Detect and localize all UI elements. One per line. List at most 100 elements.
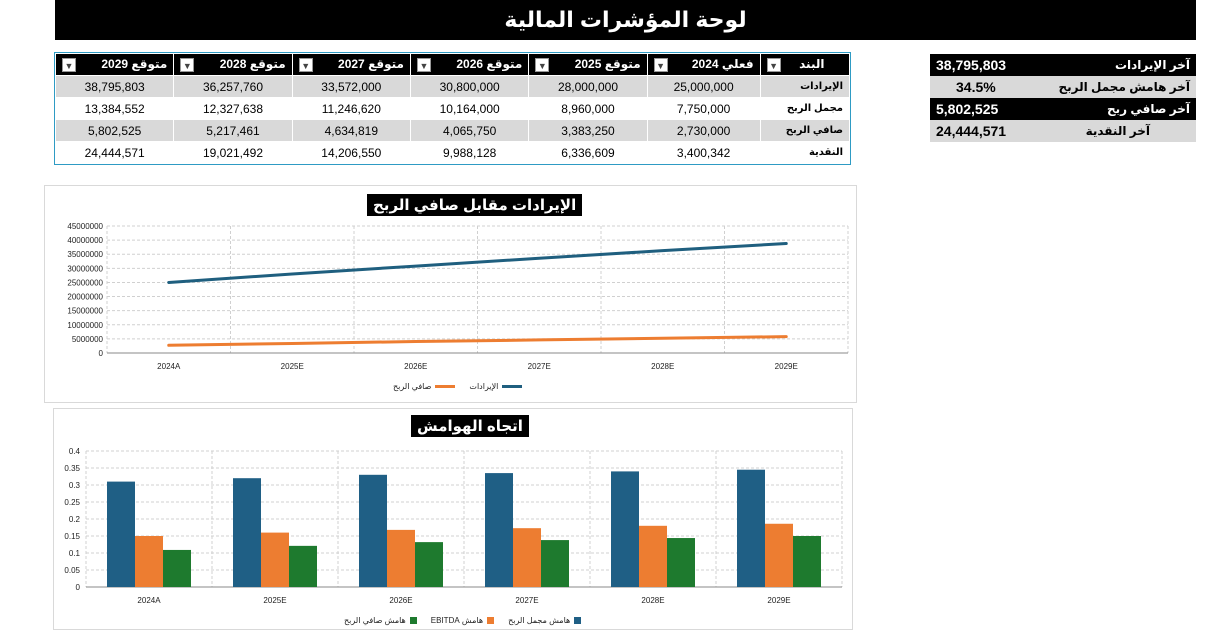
col-header[interactable]: ▼ البند [759,53,851,76]
kpi-value: 34.5% [956,79,996,95]
legend-item: هامش صافي الربح [344,616,417,625]
kpi-panel: 38,795,803 آخر الإيرادات 34.5% آخر هامش … [930,54,1196,142]
kpi-label: آخر الإيرادات [1114,58,1190,72]
y-tick-label: 0 [76,583,81,592]
col-header[interactable]: ▼ متوقع 2026 [409,53,530,76]
chart-legend: هامش مجمل الربح هامش EBITDA هامش صافي ال… [344,616,582,625]
chart-title: الإيرادات مقابل صافي الربح [367,194,583,216]
net-profit-line [167,335,788,347]
col-header[interactable]: ▼ فعلي 2024 [646,53,761,76]
table-row: 13,384,552 12,327,638 11,246,620 10,164,… [54,97,851,120]
x-tick-label: 2028E [641,596,664,605]
y-tick-label: 15000000 [67,307,103,316]
legend-label: هامش مجمل الربح [508,616,571,625]
table-cell: 13,384,552 [54,97,175,120]
table-cell: 8,960,000 [528,97,648,120]
legend-swatch [574,617,582,624]
legend-label: هامش صافي الربح [344,616,406,625]
filter-dropdown-icon[interactable]: ▼ [766,58,781,72]
bar-ebitda-margin [135,536,163,587]
table-cell: 19,021,492 [173,141,293,164]
legend-swatch [487,617,495,624]
revenue-line [167,242,788,284]
row-label: النقدية [759,141,851,164]
kpi-value: 5,802,525 [936,101,999,117]
kpi-label: آخر النقدية [1085,124,1150,138]
x-tick-label: 2025E [263,596,286,605]
filter-dropdown-icon[interactable]: ▼ [62,58,76,72]
y-tick-label: 45000000 [67,222,103,231]
table-cell: 5,217,461 [173,119,293,142]
y-tick-label: 0.2 [69,515,81,524]
y-tick-label: 0.4 [69,447,81,456]
x-tick-label: 2027E [515,596,538,605]
bar-chart-canvas: 0 0.05 0.1 0.15 0.2 0.25 0.3 0.35 0.4 2024A 2025E 2… [64,447,843,605]
y-tick-label: 35000000 [67,250,103,259]
line-chart-canvas: 0 5000000 10000000 15000000 20000000 25000000… [67,222,849,371]
x-tick-label: 2029E [767,596,790,605]
bar-gross-margin [485,473,513,587]
table-row: 38,795,803 36,257,760 33,572,000 30,800,… [54,75,851,98]
y-tick-label: 5000000 [72,335,104,344]
table-cell: 4,634,819 [291,119,411,142]
table-row: 24,444,571 19,021,492 14,206,550 9,988,1… [54,141,851,164]
margin-trend-chart[interactable]: 0 0.05 0.1 0.15 0.2 0.25 0.3 0.35 0.4 2024A 2025E 2… [53,408,853,630]
y-tick-label: 0.35 [64,464,80,473]
col-header[interactable]: ▼ متوقع 2027 [291,53,411,76]
y-tick-label: 10000000 [67,321,103,330]
chart-legend: الإيرادات صافي الربح [393,382,523,391]
y-tick-label: 0.05 [64,566,80,575]
bar-ebitda-margin [513,528,541,587]
table-cell: 36,257,760 [173,75,293,98]
legend-swatch [409,617,417,624]
table-cell: 33,572,000 [291,75,411,98]
table-cell: 24,444,571 [54,141,175,164]
table-cell: 2,730,000 [646,119,761,142]
bar-gross-margin [611,471,639,587]
revenue-vs-net-profit-chart[interactable]: 0 5000000 10000000 15000000 20000000 25000000… [44,185,857,403]
table-header-row: ▼ متوقع 2029 ▼ متوقع 2028 ▼ متوقع 2027 ▼ متو… [54,53,851,76]
bar-net-margin [793,536,821,587]
bar-ebitda-margin [261,532,289,587]
bar-ebitda-margin [387,529,415,587]
bar-ebitda-margin [765,523,793,587]
y-tick-label: 0.25 [64,498,80,507]
filter-dropdown-icon[interactable]: ▼ [180,58,195,72]
filter-dropdown-icon[interactable]: ▼ [416,58,431,72]
legend-item: هامش EBITDA [431,616,495,625]
y-tick-label: 0.15 [64,532,80,541]
filter-dropdown-icon[interactable]: ▼ [535,58,550,72]
bar-net-margin [415,542,443,587]
table-cell: 11,246,620 [291,97,411,120]
x-tick-label: 2029E [775,362,798,371]
row-label: الإيرادات [759,75,851,98]
filter-dropdown-icon[interactable]: ▼ [653,58,668,72]
legend-label: صافي الربح [393,382,432,391]
table-cell: 12,327,638 [173,97,293,120]
y-tick-label: 0.1 [69,549,81,558]
financial-table: ▼ متوقع 2029 ▼ متوقع 2028 ▼ متوقع 2027 ▼ متو… [54,52,851,165]
col-header[interactable]: ▼ متوقع 2029 [54,53,175,76]
dashboard-title: لوحة المؤشرات المالية [55,0,1196,40]
x-tick-label: 2027E [528,362,551,371]
col-header[interactable]: ▼ متوقع 2025 [528,53,648,76]
y-tick-label: 30000000 [67,264,103,273]
kpi-row: 5,802,525 آخر صافي ربح [930,98,1196,120]
x-tick-label: 2024A [157,362,181,371]
bar-net-margin [667,538,695,587]
table-cell: 3,383,250 [528,119,648,142]
col-header[interactable]: ▼ متوقع 2028 [173,53,293,76]
chart-title: اتجاه الهوامش [411,415,529,437]
row-label: صافي الربح [759,119,851,142]
x-tick-label: 2025E [281,362,304,371]
bar-net-margin [541,540,569,587]
legend-item: الإيرادات [469,382,523,391]
table-row: 5,802,525 5,217,461 4,634,819 4,065,750 … [54,119,851,142]
legend-swatch [435,385,456,388]
table-cell: 7,750,000 [646,97,761,120]
table-cell: 10,164,000 [409,97,530,120]
kpi-row: 34.5% آخر هامش مجمل الربح [930,76,1196,98]
y-tick-label: 40000000 [67,236,103,245]
filter-dropdown-icon[interactable]: ▼ [298,58,313,72]
table-cell: 25,000,000 [646,75,761,98]
